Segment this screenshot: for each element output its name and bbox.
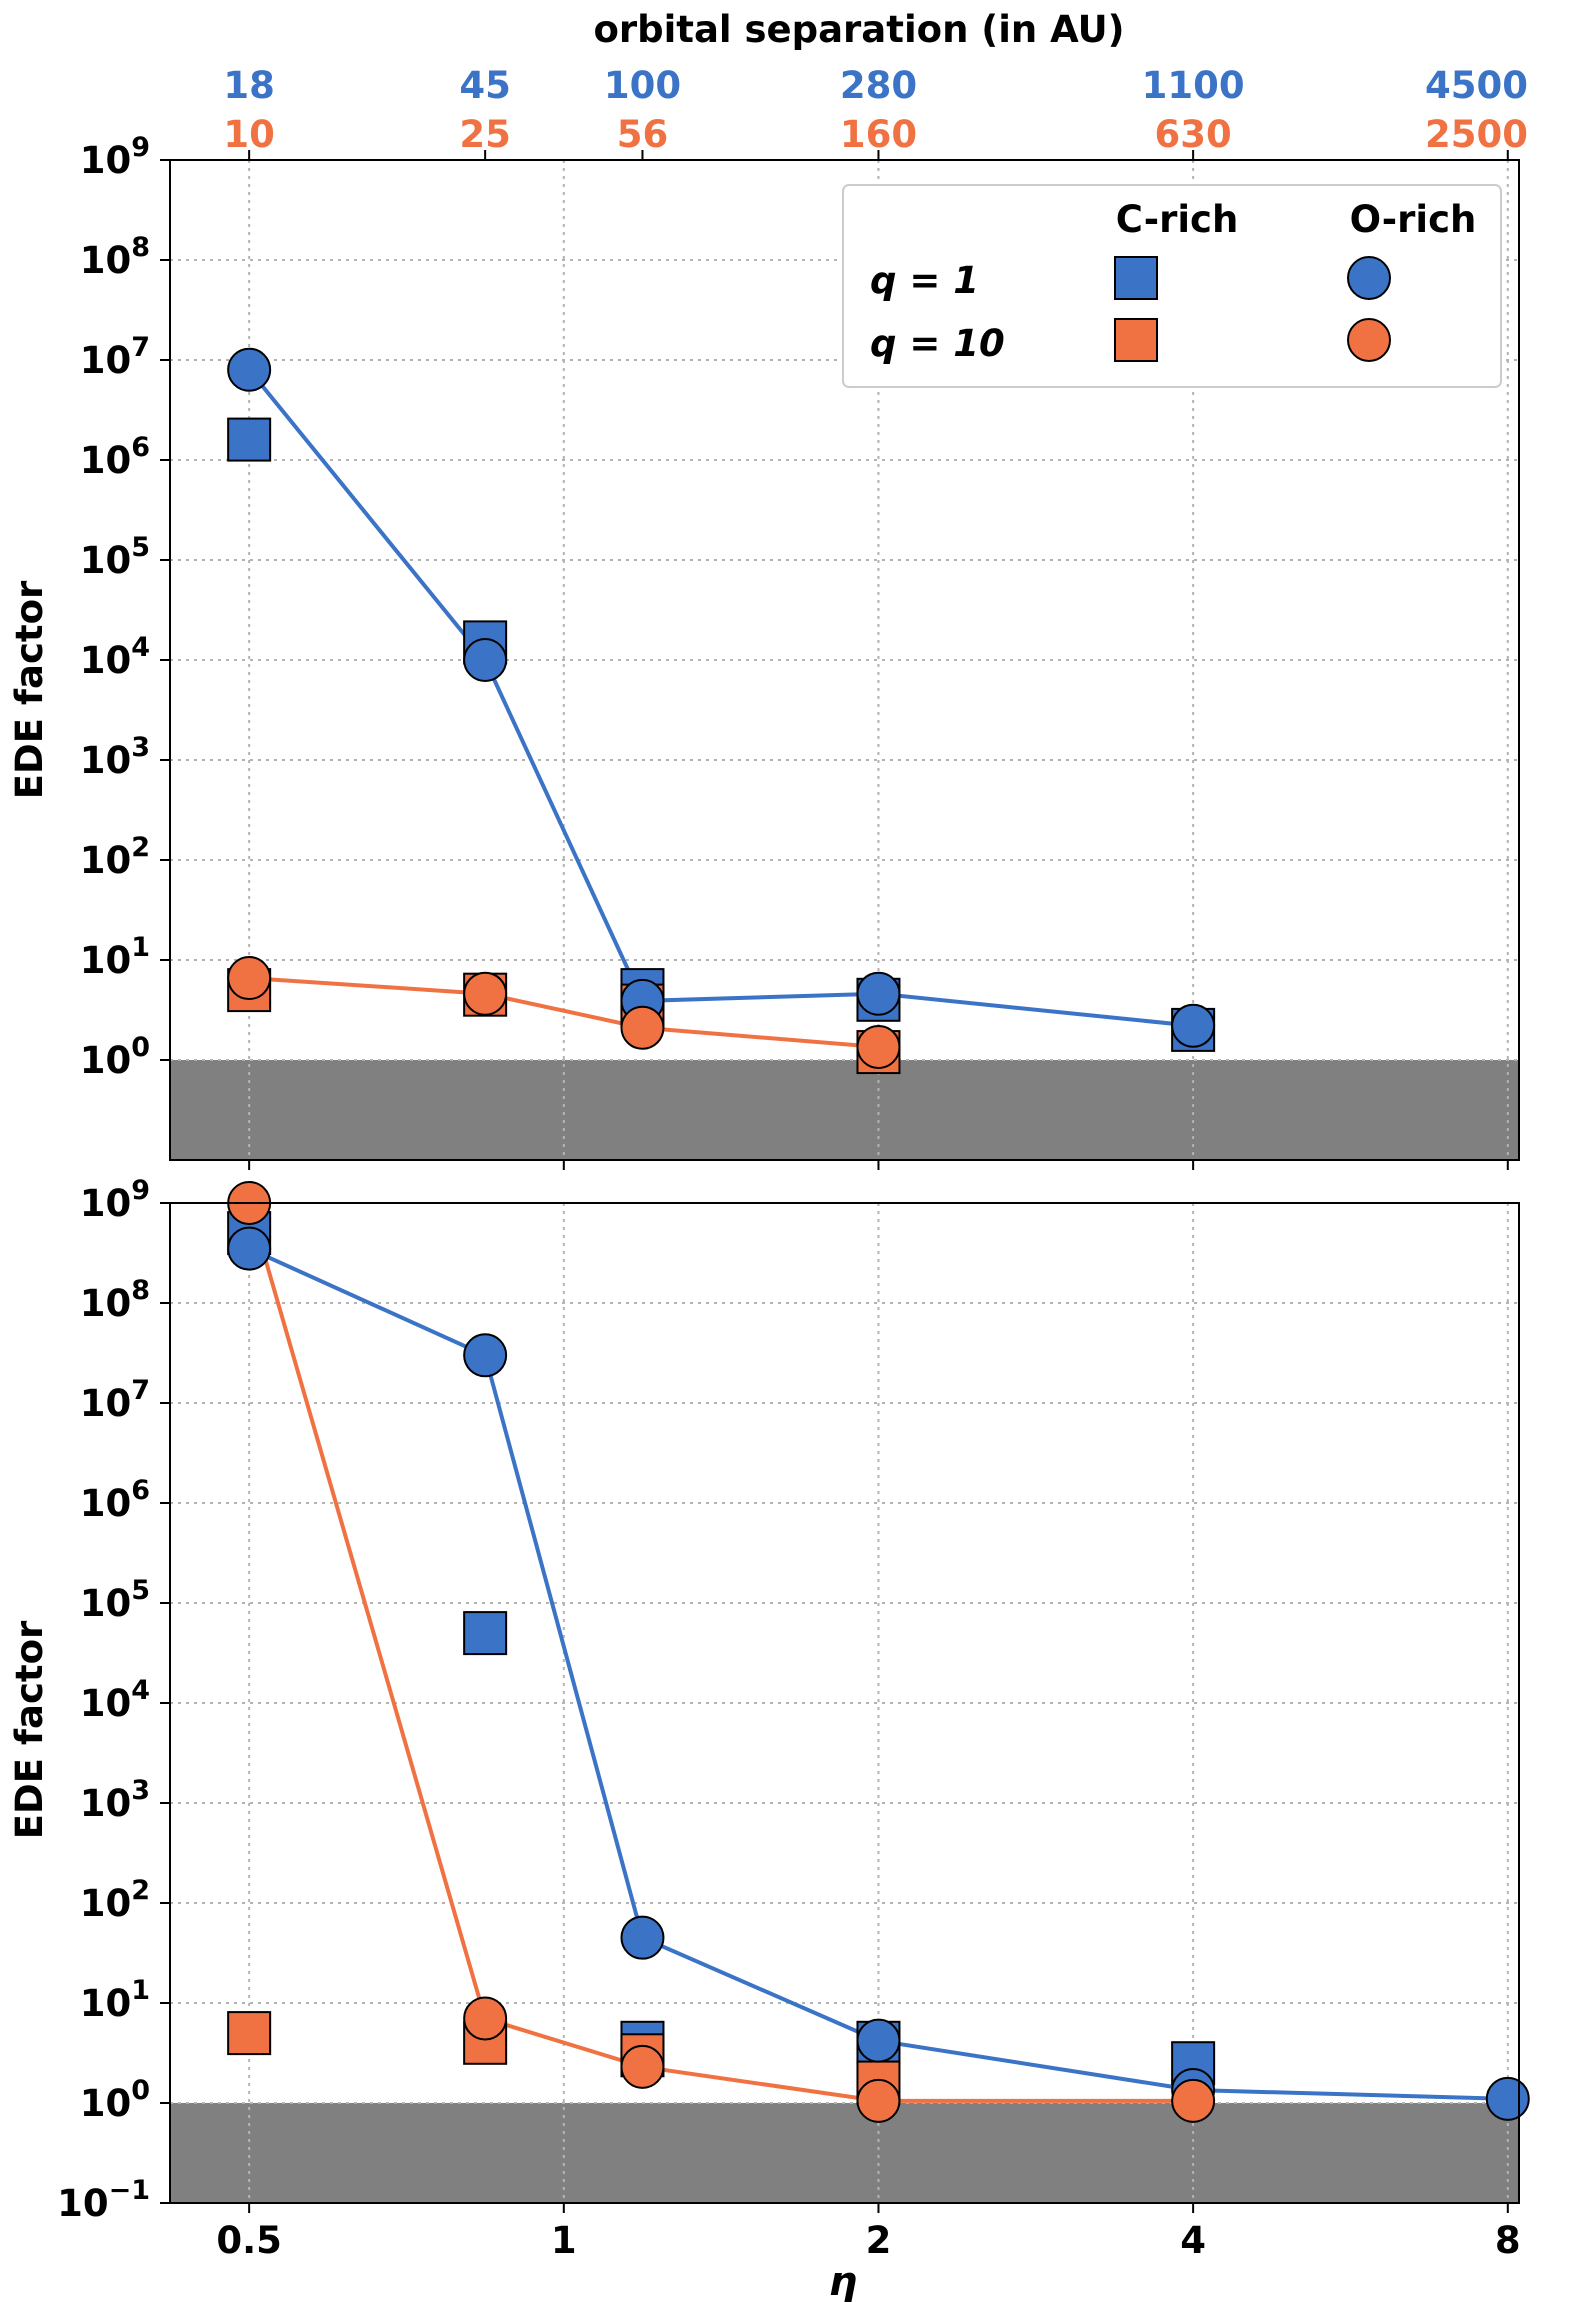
data-point-q-1-o-rich [463,1333,508,1378]
series-line-q-10-o-rich [247,1203,1194,2103]
y-tick-label: 108 [80,1275,150,1325]
x-tick-label: 8 [1495,2219,1521,2262]
y-tick-label: 105 [80,1575,150,1625]
data-point-q-10-o-rich [463,1996,508,2041]
y-tick-label: 109 [80,132,150,182]
data-point-q-1-o-rich [856,971,901,1016]
data-point-q-1-o-rich [620,1915,665,1960]
data-point-q-10-o-rich [856,2078,901,2123]
legend-header-o-rich: O-rich [1350,198,1477,241]
y-tick-label: 100 [80,2075,150,2125]
data-point-q-10-o-rich [620,1005,665,1050]
x-tick-label: 1 [551,2219,577,2262]
top-axis-label-q10: 10 [223,113,275,156]
data-point-q-1-o-rich [463,638,508,682]
top-axis-label-q1: 1100 [1142,64,1245,107]
data-point-q-1-o-rich [227,1226,272,1271]
data-point-q-1-c-rich [463,1611,508,1656]
legend-marker-q1-c-rich [1114,256,1158,300]
data-point-q-1-c-rich [227,417,272,462]
x-tick-label: 2 [866,2219,892,2262]
y-tick-label: 108 [80,232,150,282]
data-point-q-10-c-rich [227,2011,272,2056]
y-tick-label: 107 [80,1375,150,1425]
y-tick-label: 107 [80,332,150,382]
data-point-q-10-o-rich [227,956,272,1001]
top-axis-label-q1: 4500 [1425,64,1528,107]
data-point-q-10-o-rich [1171,2078,1216,2123]
y-tick-label: 104 [80,632,150,682]
legend-box [842,184,1502,388]
top-axis-ticklabels: 18 10 45 25 100 56 280 160 1100 630 4500 2500 [223,64,1528,160]
legend-marker-q1-o-rich [1347,256,1391,300]
y-tick-label: 102 [80,1875,150,1925]
data-point-q-1-o-rich [856,2018,901,2063]
top-axis-label-q10: 630 [1155,113,1232,156]
series-line-q-1-o-rich [248,1246,1508,2101]
legend-marker-q10-c-rich [1114,318,1158,362]
data-point-q-1-o-rich [227,347,272,392]
shaded-region-below-1 [170,2103,1519,2203]
y-tick-label: 101 [80,1975,150,2025]
y-tick-label: 103 [80,732,150,782]
data-point-q-10-o-rich [620,2044,665,2089]
top-axis-label-q10: 56 [617,113,669,156]
x-tick-label: 0.5 [216,2219,282,2262]
legend-marker-q10-o-rich [1347,318,1391,362]
top-axis-label-q1: 18 [223,64,275,107]
x-tick-label: 4 [1180,2219,1206,2262]
y-tick-label: 102 [80,832,150,882]
y-tick-label: 109 [80,1175,150,1225]
top-axis-label-q1: 100 [604,64,681,107]
shaded-region-below-1 [170,1060,1519,1160]
top-axis-label-q1: 45 [459,64,511,107]
y-tick-label: 100 [80,1032,150,1082]
legend-header-c-rich: C-rich [1116,198,1239,241]
y-tick-label: 105 [80,532,150,582]
y-tick-label: 10−1 [57,2175,150,2225]
top-axis-label-q10: 25 [459,113,511,156]
top-axis-label-q10: 160 [840,113,917,156]
data-point-q-1-o-rich [1485,2076,1530,2121]
legend: C-rich O-rich q = 1 q = 10 [842,184,1502,388]
y-tick-label: 101 [80,932,150,982]
y-tick-label: 106 [80,432,150,482]
y-tick-label: 104 [80,1675,150,1725]
series-line-q-1-o-rich [247,368,1194,1028]
data-point-q-10-o-rich [856,1024,901,1069]
y-tick-label: 103 [80,1775,150,1825]
top-axis-label-q1: 280 [840,64,917,107]
legend-row-q1: q = 1 [870,259,979,302]
bottom-y-axis-label: EDE factor [8,1620,51,1839]
x-axis-label: η [829,2259,857,2302]
top-axis-label-q10: 2500 [1425,113,1528,156]
legend-row-q10: q = 10 [870,322,1005,365]
series-line-q-10-o-rich [248,976,879,1049]
bottom-panel: 0.5 1 2 4 8 10−1 100 101 102 103 104 105 106 107 108 10… [57,1175,1530,2262]
data-point-q-1-o-rich [1171,1003,1216,1048]
y-tick-label: 106 [80,1475,150,1525]
top-y-axis-label: EDE factor [8,580,51,799]
top-panel: 100 101 102 103 104 105 106 107 108 109 [80,132,1520,1170]
top-axis-title: orbital separation (in AU) [593,8,1124,51]
data-point-q-10-o-rich [463,971,508,1016]
